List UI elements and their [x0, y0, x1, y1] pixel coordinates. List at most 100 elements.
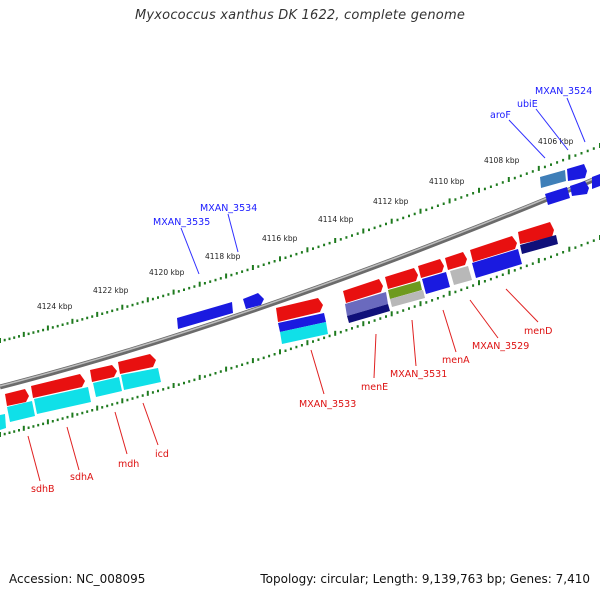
minor-tick: [136, 302, 139, 305]
minor-tick: [323, 336, 326, 340]
outer-scale-ring: [0, 143, 600, 343]
minor-tick: [136, 395, 139, 399]
accession-text: Accession: NC_008095: [9, 572, 146, 586]
minor-tick: [489, 185, 492, 188]
major-tick: [419, 208, 422, 214]
minor-tick: [61, 323, 64, 326]
gene-arrow: [31, 374, 85, 398]
major-tick: [306, 247, 309, 253]
minor-tick: [574, 246, 577, 249]
minor-tick: [131, 303, 134, 307]
gene-block: [388, 281, 422, 299]
major-tick: [22, 331, 25, 337]
minor-tick: [101, 406, 104, 409]
minor-tick: [193, 378, 196, 382]
major-tick: [146, 297, 149, 303]
major-tick: [225, 273, 228, 279]
scale-label: 4114 kbp: [318, 215, 354, 224]
major-tick: [121, 398, 124, 404]
minor-tick: [116, 401, 119, 405]
minor-tick: [13, 336, 16, 339]
minor-tick: [295, 345, 298, 349]
major-tick: [390, 218, 393, 224]
minor-tick: [257, 265, 260, 268]
gene-label-mdh: mdh: [118, 459, 139, 470]
minor-tick: [495, 275, 498, 279]
minor-tick: [268, 354, 271, 358]
gene-block: [93, 377, 122, 397]
minor-tick: [18, 335, 20, 338]
minor-tick: [66, 415, 69, 419]
minor-tick: [300, 251, 303, 254]
gene-track-upper: [177, 164, 600, 329]
minor-tick: [183, 288, 185, 291]
minor-tick: [543, 257, 546, 261]
minor-tick: [262, 263, 265, 266]
minor-tick: [241, 363, 244, 366]
minor-tick: [177, 290, 180, 293]
minor-tick: [289, 347, 292, 351]
minor-tick: [162, 388, 165, 391]
minor-tick: [56, 324, 59, 328]
gene-block: [0, 414, 6, 430]
major-tick: [0, 338, 1, 343]
minor-tick: [513, 269, 516, 272]
minor-tick: [562, 158, 565, 162]
minor-tick: [562, 251, 565, 254]
minor-tick: [525, 264, 528, 268]
minor-tick: [368, 321, 370, 324]
scale-label: 4116 kbp: [262, 234, 298, 243]
gene-label-MXAN_3535: MXAN_3535: [153, 217, 210, 228]
gene-label-icd: icd: [155, 449, 169, 460]
minor-tick: [454, 290, 457, 294]
minor-tick: [42, 422, 45, 426]
gene-arrow: [118, 354, 156, 374]
minor-tick: [42, 328, 45, 332]
major-tick: [478, 280, 480, 286]
topology-text: Topology: circular; Length: 9,139,763 bp…: [260, 572, 590, 586]
minor-tick: [167, 293, 170, 296]
major-tick: [225, 366, 228, 372]
minor-tick: [51, 326, 54, 329]
minor-tick: [219, 370, 222, 373]
gene-arrow: [545, 187, 570, 205]
minor-tick: [436, 297, 439, 300]
minor-tick: [442, 202, 445, 205]
minor-tick: [188, 380, 191, 383]
minor-tick: [177, 383, 180, 386]
gene-block: [450, 266, 472, 285]
major-tick: [121, 304, 124, 310]
leader-lines-blue: [180, 97, 586, 275]
major-tick: [96, 311, 99, 317]
minor-tick: [106, 404, 109, 408]
minor-tick: [183, 381, 185, 385]
gene-block: [280, 322, 328, 344]
minor-tick: [214, 372, 217, 375]
minor-tick: [203, 375, 206, 378]
major-tick: [172, 383, 175, 388]
minor-tick: [86, 316, 89, 320]
gene-block: [34, 387, 91, 414]
minor-tick: [531, 262, 534, 265]
major-tick: [478, 187, 480, 193]
minor-tick: [513, 176, 516, 180]
minor-tick: [219, 277, 222, 280]
minor-tick: [454, 198, 457, 201]
major-tick: [390, 311, 393, 317]
gene-arrow: [243, 293, 264, 309]
gene-block: [7, 401, 35, 422]
minor-tick: [543, 165, 546, 169]
major-tick: [537, 165, 540, 171]
minor-tick: [141, 300, 144, 304]
minor-tick: [408, 214, 410, 218]
major-tick: [448, 290, 451, 296]
minor-tick: [425, 301, 428, 304]
major-tick: [46, 325, 49, 331]
gene-block: [390, 290, 425, 307]
minor-tick: [106, 311, 109, 314]
minor-tick: [8, 337, 11, 341]
minor-tick: [157, 296, 159, 299]
major-tick: [198, 281, 201, 287]
minor-tick: [586, 149, 589, 153]
minor-tick: [413, 305, 416, 308]
